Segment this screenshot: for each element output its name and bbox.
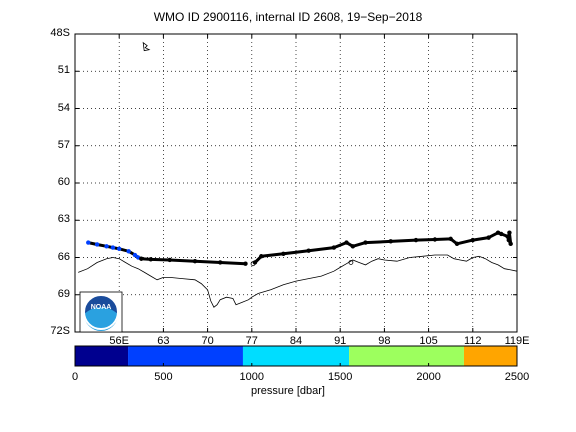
colorbar-label: pressure [dbar] [251,385,325,397]
colorbar-tick-label: 2500 [504,371,530,383]
track-point [505,234,510,239]
track-point [454,241,460,247]
track-point [281,251,286,256]
track-point [192,259,198,264]
noaa-logo-wave [84,307,118,331]
colorbar-tick-label: 1500 [327,371,353,383]
track-point [507,230,512,235]
track-point [132,252,138,258]
lat-tick-label: 72S [50,325,70,337]
lon-tick-label: 105 [419,335,438,347]
lat-tick-label: 66 [57,250,70,263]
lon-tick-label: 70 [201,335,214,347]
coastline [78,254,518,308]
track-point [86,240,91,245]
track-point [126,249,131,254]
colorbar-segment [242,346,350,366]
noaa-logo-ring [83,294,119,330]
track-point [148,257,153,262]
lat-tick-label: 48S [50,27,70,39]
island-north [142,41,151,52]
track-point [167,257,172,263]
track-point [448,236,453,242]
island [348,260,354,265]
lat-tick-label: 69 [57,287,70,300]
colorbar-tick-label: 1000 [239,371,265,383]
colorbar-segment [75,346,129,366]
lat-tick-label: 54 [57,101,70,114]
track-point [117,246,122,252]
track-point [470,237,475,243]
colorbar-frame [74,345,518,367]
colorbar-tick-label: 500 [154,371,173,383]
lat-tick-label: 60 [57,176,70,188]
track-point [344,240,349,245]
colorbar-segment [349,346,464,366]
track-point [363,240,368,245]
lon-tick-label: 119E [504,335,530,347]
track-point [259,254,264,259]
track-point [506,237,511,243]
track-point [104,244,109,249]
lon-tick-label: 56E [109,335,129,347]
lat-tick-label: 51 [57,64,70,77]
track-point [306,248,311,253]
lon-tick-label: 63 [157,335,170,347]
chart-title: WMO ID 2900116, internal ID 2608, 19−Sep… [153,10,423,24]
track-point [499,231,504,237]
colorbar-tick-label: 0 [71,371,79,383]
lat-tick-label: 57 [57,138,70,151]
track-point [94,242,100,247]
track-point [331,245,337,250]
track-point [486,235,491,240]
colorbar-tick-label: 2000 [416,371,441,383]
track-point [252,260,258,265]
noaa-logo-text: NOAA [91,304,112,311]
lat-tick-label: 63 [57,213,70,226]
lon-tick-label: 84 [289,335,303,347]
track-point [413,237,419,243]
track-point [432,237,438,242]
lon-tick-label: 77 [245,335,258,347]
track-point [508,241,513,247]
lon-tick-label: 98 [378,335,391,347]
track-point [218,260,223,265]
track-point [110,245,116,250]
colorbar-segment [128,346,243,366]
colorbar-segment [463,346,517,366]
lon-tick-label: 91 [334,335,347,347]
track-point [243,261,248,266]
track-point [350,244,356,249]
lon-tick-label: 112 [464,335,482,347]
track-point [388,239,393,244]
track-point [139,256,144,261]
